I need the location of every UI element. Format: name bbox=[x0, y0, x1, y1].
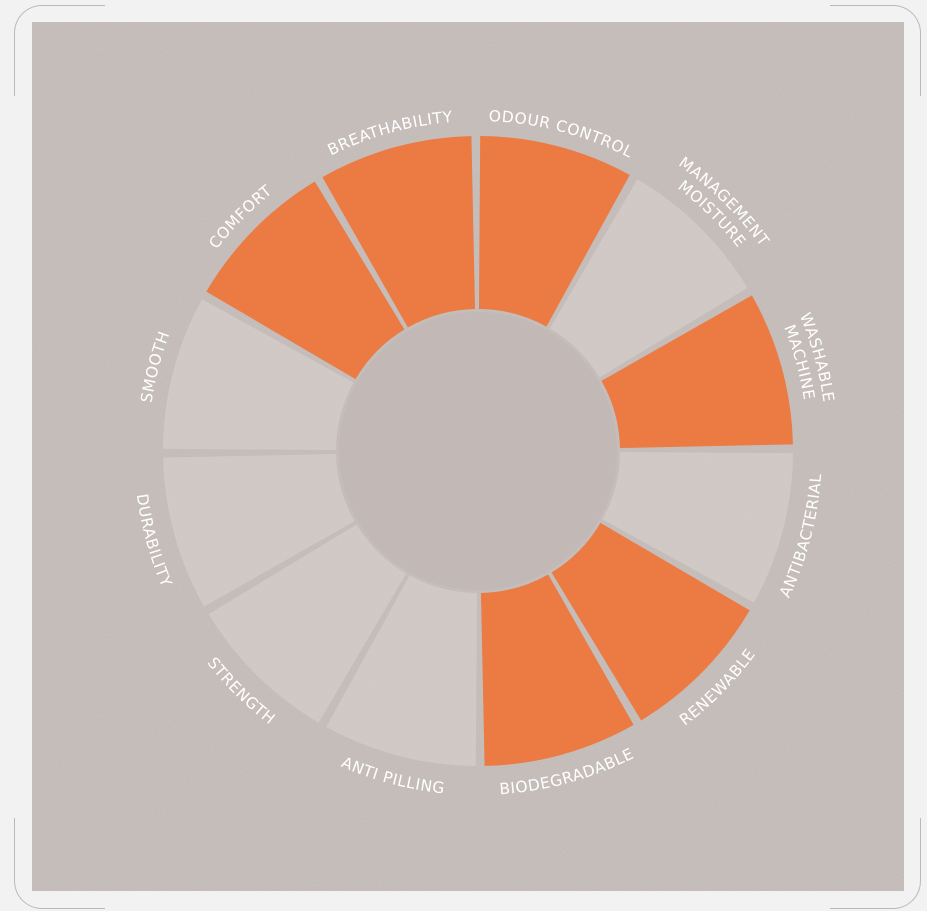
wheel-segment bbox=[163, 299, 354, 451]
wheel-segment bbox=[208, 524, 407, 723]
wheel-segment bbox=[163, 453, 355, 607]
frame-corner-bottom-left bbox=[14, 818, 105, 909]
frame-corner-bottom-right bbox=[830, 818, 921, 909]
fabric-background-panel: ODOUR CONTROL MOISTURE MANAGEMENT MACHINE WA… bbox=[32, 22, 904, 891]
wheel-segment bbox=[326, 575, 478, 766]
frame-corner-top-right bbox=[830, 5, 921, 96]
wheel-segment bbox=[478, 136, 630, 327]
wheel-segment bbox=[601, 295, 793, 449]
properties-wheel: ODOUR CONTROLMOISTUREMANAGEMENTMACHINEWA… bbox=[32, 22, 904, 891]
wheel-segments bbox=[163, 136, 793, 766]
wheel-segment bbox=[602, 451, 793, 603]
wheel-segment bbox=[206, 181, 405, 380]
wheel-segment bbox=[551, 522, 750, 721]
wheel-segment bbox=[549, 179, 748, 378]
frame-corner-top-left bbox=[14, 5, 105, 96]
wheel-hub bbox=[339, 312, 617, 590]
wheel-segment bbox=[322, 136, 476, 328]
wheel-segment bbox=[480, 574, 634, 766]
